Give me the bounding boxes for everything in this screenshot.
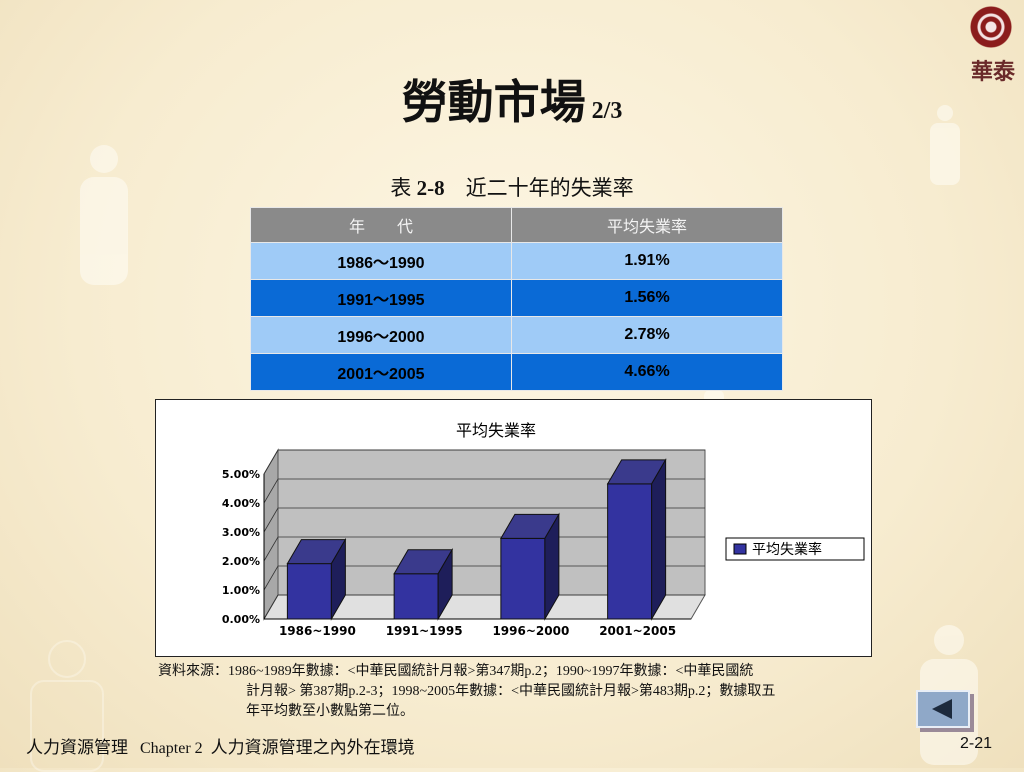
footer-chapter-title: 人力資源管理之內外在環境 <box>210 738 415 758</box>
source-line-3: 年平均數至小數點第二位。 <box>246 704 414 719</box>
cell-rate: 1.91% <box>511 242 783 280</box>
x-tick-label: 1991~1995 <box>386 624 463 638</box>
chart-bar <box>500 537 546 620</box>
slide-footer: 人力資源管理 Chapter 2 人力資源管理之內外在環境 <box>26 733 415 758</box>
chart-plot-area: 0.00% 1.00% 2.00% 3.00% 4.00% 5.00% 1986~1990 1… <box>222 448 865 638</box>
chart-bar <box>607 483 653 620</box>
footer-chapter: Chapter 2 <box>140 740 203 757</box>
cell-period: 1991～1995 <box>250 279 512 317</box>
cell-rate: 2.78% <box>511 316 783 354</box>
cell-period: 2001～2005 <box>250 353 512 391</box>
table-row: 1986～1990 1.91% <box>250 242 783 280</box>
table-header-row: 年 代 平均失業率 <box>250 207 783 243</box>
chart-bar-side <box>544 512 560 621</box>
slide-title-main: 勞動市場 <box>401 75 586 129</box>
chart-gridline <box>263 507 705 533</box>
y-tick-label: 0.00% <box>222 613 260 626</box>
source-line-1: 資料來源：1986~1989年數據：<中華民國統計月報>第347期p.2；199… <box>158 664 754 679</box>
chart-title: 平均失業率 <box>456 421 536 440</box>
source-note: 資料來源：1986~1989年數據：<中華民國統計月報>第347期p.2；199… <box>158 662 898 722</box>
back-button[interactable] <box>916 690 970 728</box>
y-tick-label: 2.00% <box>222 555 260 568</box>
chart-bar <box>393 573 439 620</box>
chart-gridline <box>263 478 705 504</box>
x-tick-label: 2001~2005 <box>599 624 676 638</box>
chart-gridline <box>263 594 705 620</box>
table-caption-text: 近二十年的失業率 <box>465 176 634 200</box>
chart-canvas: 平均失業率 0.00% 1.00% 2.00% 3.00% 4.00% 5.00% 1986… <box>222 421 865 638</box>
chart-gridline <box>263 449 705 475</box>
back-arrow-icon <box>932 699 952 719</box>
table-row: 1996～2000 2.78% <box>250 316 783 354</box>
logo-ring-icon <box>970 6 1012 48</box>
x-tick-label: 1986~1990 <box>279 624 356 638</box>
column-header-rate: 平均失業率 <box>511 207 783 243</box>
chart-gridline <box>263 565 705 591</box>
chart-bar-side <box>330 537 346 621</box>
table-caption-prefix: 表 <box>390 176 412 200</box>
background-person-figure <box>930 105 960 185</box>
cell-period: 1996～2000 <box>250 316 512 354</box>
chart-side-wall <box>263 448 279 621</box>
footer-course: 人力資源管理 <box>26 738 128 758</box>
table-row: 1991～1995 1.56% <box>250 279 783 317</box>
y-tick-label: 1.00% <box>222 584 260 597</box>
table-row: 2001～2005 4.66% <box>250 353 783 391</box>
chart-bar-side <box>437 547 453 621</box>
chart-bar-side <box>651 458 667 621</box>
column-header-period: 年 代 <box>250 207 512 243</box>
chart-bar <box>286 563 332 620</box>
unemployment-chart: 平均失業率 0.00% 1.00% 2.00% 3.00% 4.00% 5.00% 1986… <box>155 399 872 657</box>
publisher-logo: 華泰 <box>965 6 1019 85</box>
background-person-figure <box>80 145 128 285</box>
y-tick-label: 5.00% <box>222 468 260 481</box>
cell-rate: 1.56% <box>511 279 783 317</box>
source-line-2: 計月報> 第387期p.2-3；1998~2005年數據：<中華民國統計月報>第… <box>246 684 776 699</box>
chart-gridline <box>263 536 705 562</box>
chart-legend-box <box>725 537 865 561</box>
cell-rate: 4.66% <box>511 353 783 391</box>
logo-text: 華泰 <box>970 59 1015 85</box>
chart-legend-label: 平均失業率 <box>752 541 822 558</box>
slide-title: 勞動市場 2/3 <box>0 66 1024 132</box>
page-number: 2-21 <box>960 735 993 752</box>
unemployment-table: 年 代 平均失業率 1986～1990 1.91% 1991～1995 1.56… <box>250 207 783 391</box>
table-caption: 表 2-8 近二十年的失業率 <box>0 172 1024 202</box>
x-tick-label: 1996~2000 <box>492 624 569 638</box>
chart-legend-swatch <box>733 543 747 555</box>
cell-period: 1986～1990 <box>250 242 512 280</box>
table-caption-number: 2-8 <box>416 176 445 200</box>
y-tick-label: 3.00% <box>222 526 260 539</box>
y-tick-label: 4.00% <box>222 497 260 510</box>
slide-title-sub: 2/3 <box>591 98 623 124</box>
